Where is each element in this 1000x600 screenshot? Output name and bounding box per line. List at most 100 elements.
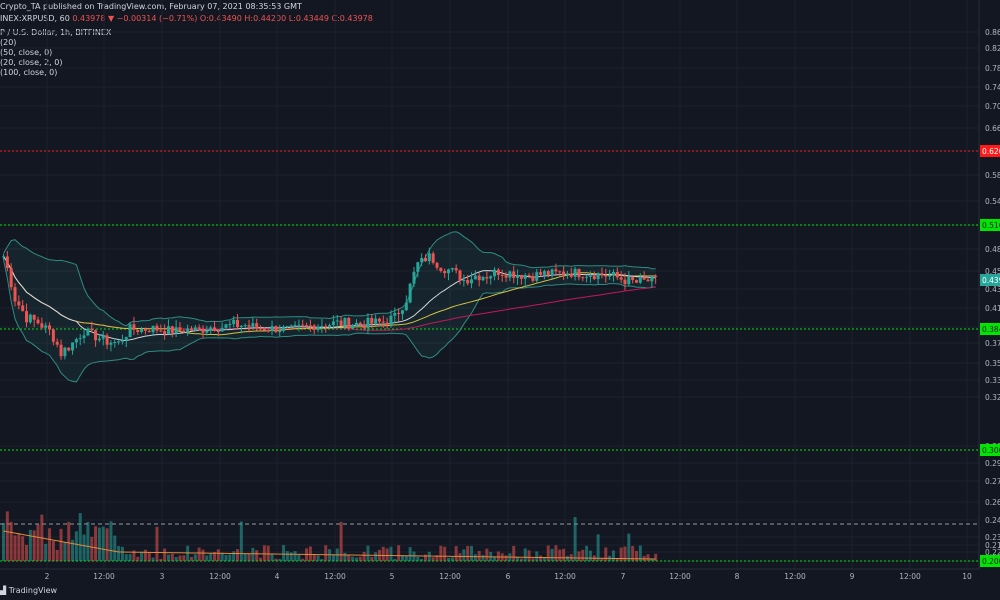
candle-body[interactable] bbox=[558, 271, 562, 273]
candle-body[interactable] bbox=[216, 330, 220, 332]
candle-body[interactable] bbox=[408, 283, 412, 303]
candle-body[interactable] bbox=[17, 301, 21, 306]
candle-body[interactable] bbox=[447, 269, 451, 274]
candle-body[interactable] bbox=[197, 327, 201, 329]
candle-body[interactable] bbox=[577, 268, 581, 278]
candle-body[interactable] bbox=[454, 268, 458, 271]
candle-body[interactable] bbox=[581, 277, 585, 279]
candle-body[interactable] bbox=[128, 324, 132, 338]
candle-body[interactable] bbox=[224, 324, 228, 328]
candle-body[interactable] bbox=[113, 341, 117, 343]
candle-body[interactable] bbox=[439, 267, 443, 272]
candle-body[interactable] bbox=[301, 324, 305, 326]
candle-body[interactable] bbox=[400, 310, 404, 314]
candle-body[interactable] bbox=[136, 329, 140, 332]
candle-body[interactable] bbox=[366, 317, 370, 329]
candle-body[interactable] bbox=[343, 317, 347, 326]
candle-body[interactable] bbox=[236, 319, 240, 328]
candle-body[interactable] bbox=[631, 276, 635, 281]
candle-body[interactable] bbox=[523, 275, 527, 279]
candle-body[interactable] bbox=[458, 270, 462, 281]
candle-body[interactable] bbox=[377, 318, 381, 322]
candle-body[interactable] bbox=[59, 344, 63, 357]
candle-body[interactable] bbox=[623, 279, 627, 285]
candle-body[interactable] bbox=[143, 328, 147, 331]
candle-body[interactable] bbox=[347, 317, 351, 329]
candle-body[interactable] bbox=[615, 272, 619, 278]
candle-body[interactable] bbox=[466, 280, 470, 284]
candle-body[interactable] bbox=[13, 287, 17, 302]
candle-body[interactable] bbox=[212, 327, 216, 331]
candle-body[interactable] bbox=[646, 279, 650, 282]
candle-body[interactable] bbox=[74, 339, 78, 343]
indicator-4[interactable]: (100, close, 0) bbox=[0, 68, 58, 77]
candle-body[interactable] bbox=[182, 330, 186, 333]
candle-body[interactable] bbox=[274, 326, 278, 333]
candle-body[interactable] bbox=[36, 319, 40, 324]
candle-body[interactable] bbox=[420, 257, 424, 263]
candle-body[interactable] bbox=[189, 328, 193, 331]
candle-body[interactable] bbox=[67, 347, 71, 351]
candle-body[interactable] bbox=[470, 279, 474, 284]
candle-body[interactable] bbox=[604, 275, 608, 277]
candle-body[interactable] bbox=[531, 276, 535, 281]
candle-body[interactable] bbox=[285, 326, 289, 328]
candle-body[interactable] bbox=[232, 319, 236, 325]
candle-body[interactable] bbox=[155, 325, 159, 331]
candle-body[interactable] bbox=[308, 325, 312, 327]
candle-body[interactable] bbox=[247, 325, 251, 327]
candle-body[interactable] bbox=[28, 314, 32, 323]
candle-body[interactable] bbox=[569, 273, 573, 277]
candle-body[interactable] bbox=[404, 302, 408, 311]
candle-body[interactable] bbox=[328, 325, 332, 328]
candle-body[interactable] bbox=[435, 262, 439, 268]
candle-body[interactable] bbox=[209, 327, 213, 331]
candle-body[interactable] bbox=[228, 324, 232, 326]
candle-body[interactable] bbox=[431, 253, 435, 263]
candle-body[interactable] bbox=[588, 275, 592, 277]
candle-body[interactable] bbox=[374, 318, 378, 324]
candle-body[interactable] bbox=[519, 275, 523, 279]
candle-body[interactable] bbox=[450, 268, 454, 270]
candle-body[interactable] bbox=[362, 324, 366, 329]
candle-body[interactable] bbox=[186, 328, 190, 333]
candle-body[interactable] bbox=[527, 275, 531, 277]
candle-body[interactable] bbox=[305, 325, 309, 327]
candle-body[interactable] bbox=[611, 272, 615, 276]
candle-body[interactable] bbox=[550, 269, 554, 276]
candle-body[interactable] bbox=[542, 271, 546, 275]
candle-body[interactable] bbox=[496, 269, 500, 275]
candle-body[interactable] bbox=[508, 271, 512, 278]
candle-body[interactable] bbox=[412, 271, 416, 284]
candle-body[interactable] bbox=[619, 277, 623, 280]
bollinger-lower-line[interactable] bbox=[3, 259, 656, 383]
candle-body[interactable] bbox=[516, 275, 520, 278]
indicator-1[interactable]: (20) bbox=[0, 38, 17, 47]
candle-body[interactable] bbox=[293, 324, 297, 326]
candle-body[interactable] bbox=[166, 326, 170, 335]
candle-body[interactable] bbox=[638, 277, 642, 283]
candle-body[interactable] bbox=[416, 262, 420, 272]
candle-body[interactable] bbox=[381, 321, 385, 323]
candle-body[interactable] bbox=[385, 322, 389, 325]
candle-body[interactable] bbox=[5, 256, 9, 269]
candle-body[interactable] bbox=[170, 326, 174, 334]
candle-body[interactable] bbox=[25, 311, 29, 323]
candle-body[interactable] bbox=[592, 275, 596, 280]
candle-body[interactable] bbox=[151, 325, 155, 333]
candle-body[interactable] bbox=[504, 275, 508, 278]
candle-body[interactable] bbox=[159, 330, 163, 332]
candle-body[interactable] bbox=[101, 335, 105, 339]
candle-body[interactable] bbox=[554, 269, 558, 272]
candle-body[interactable] bbox=[262, 328, 266, 331]
candle-body[interactable] bbox=[512, 271, 516, 278]
candle-body[interactable] bbox=[473, 275, 477, 280]
candle-body[interactable] bbox=[105, 335, 109, 345]
candle-body[interactable] bbox=[481, 277, 485, 281]
candle-body[interactable] bbox=[596, 273, 600, 280]
candle-body[interactable] bbox=[627, 276, 631, 285]
candle-body[interactable] bbox=[251, 323, 255, 327]
candle-body[interactable] bbox=[565, 273, 569, 276]
candle-body[interactable] bbox=[178, 327, 182, 331]
candle-body[interactable] bbox=[600, 273, 604, 276]
